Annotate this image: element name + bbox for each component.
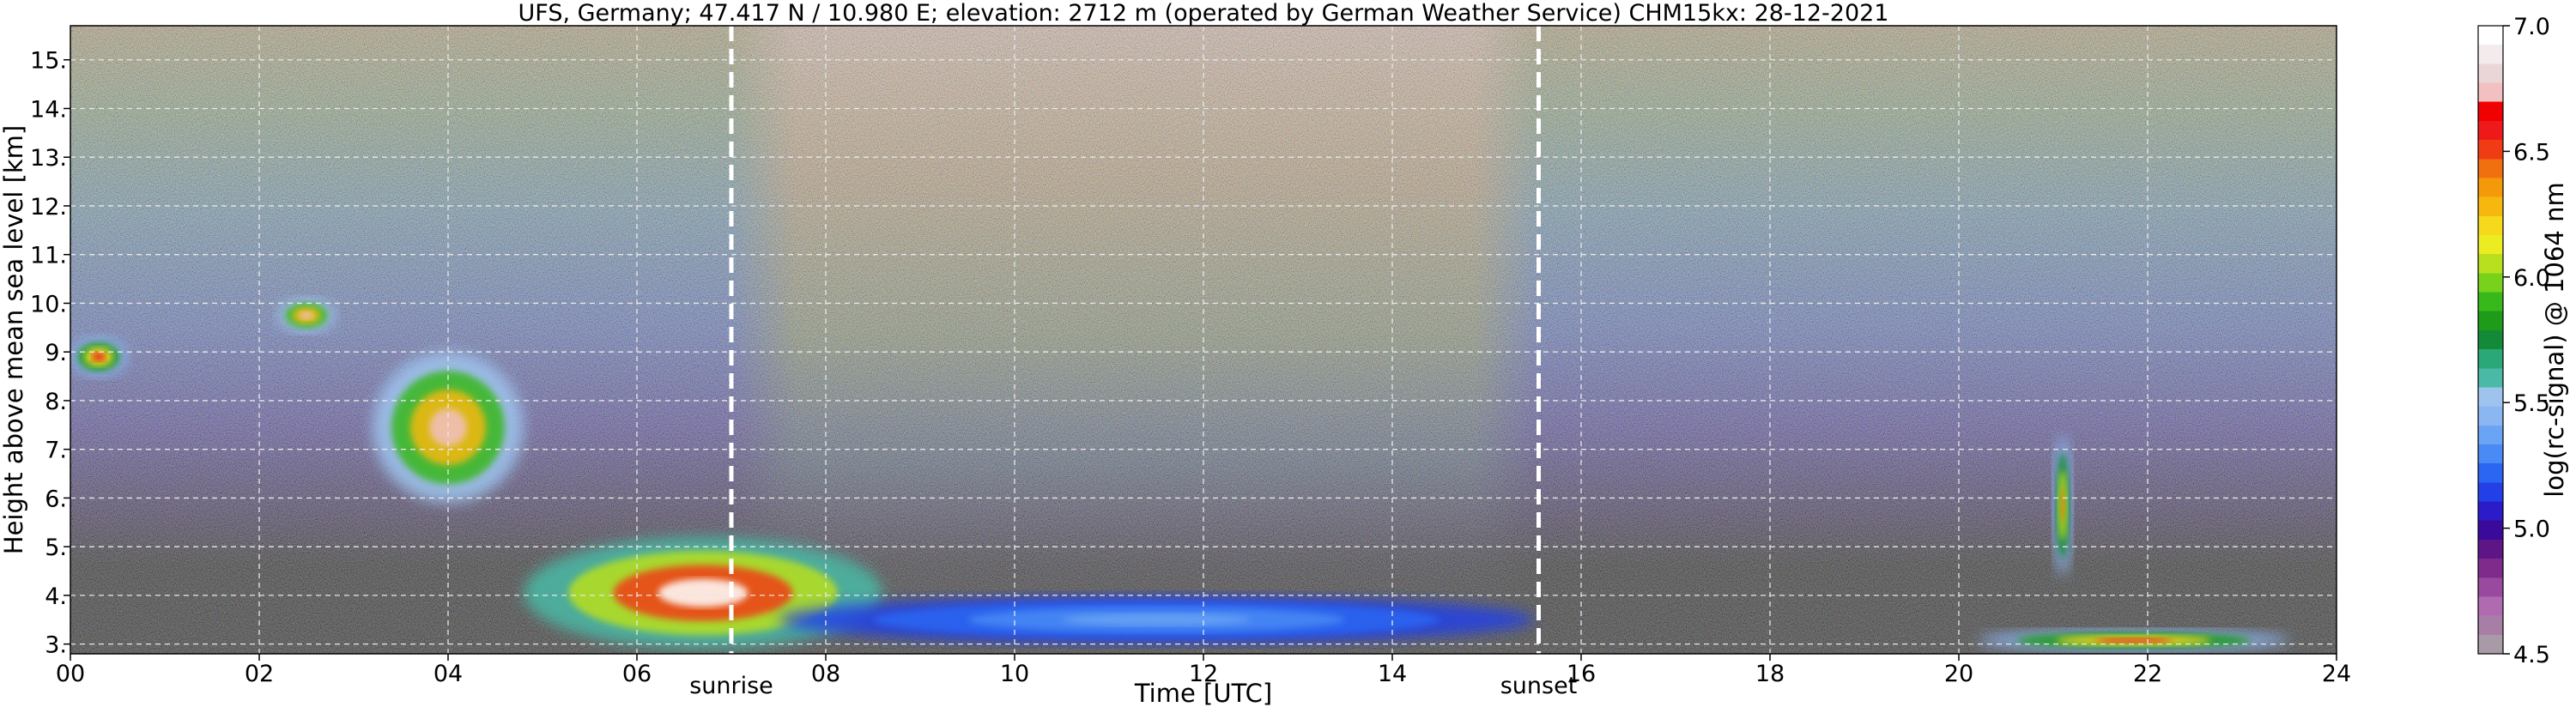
x-tick-label: 00	[56, 661, 85, 687]
feature-cirrus-cloud	[373, 352, 524, 504]
chart-title: UFS, Germany; 47.417 N / 10.980 E; eleva…	[518, 0, 1889, 27]
x-tick-label: 04	[433, 661, 463, 687]
colorbar-ticks: 4.5 5.0 5.5 6.0 6.5 7.0	[2503, 14, 2550, 668]
x-axis-label: Time [UTC]	[1134, 679, 1272, 707]
feature-cirrus-cloud	[70, 337, 127, 377]
marker-label-sunset: sunset	[1500, 673, 1578, 699]
x-axis-ticks: 00 02 04 06 08 10 12 14 16 18 20 22 24	[56, 654, 2351, 687]
backscatter-features	[70, 298, 2289, 652]
y-tick-label: 9.	[45, 340, 67, 366]
x-tick-label: 02	[245, 661, 274, 687]
marker-label-sunrise: sunrise	[689, 673, 773, 699]
colorbar-tick-label: 6.0	[2513, 265, 2550, 292]
colorbar-label: log(rc-signal) @ 1064 nm	[2540, 182, 2569, 497]
y-tick-label: 14.	[30, 96, 67, 123]
y-tick-label: 13.	[30, 145, 67, 172]
feature-contour	[2060, 487, 2065, 523]
colorbar-tick-label: 5.5	[2513, 390, 2550, 417]
y-tick-label: 10.	[30, 291, 67, 317]
feature-low-cloud-layer	[524, 536, 882, 650]
colorbar-tick-label: 6.5	[2513, 139, 2550, 166]
x-tick-label: 16	[1567, 661, 1596, 687]
x-tick-label: 12	[1189, 661, 1218, 687]
y-tick-label: 4.	[45, 583, 67, 610]
feature-thin-cloud	[2053, 434, 2072, 577]
y-tick-label: 6.	[45, 486, 67, 512]
feature-contour	[429, 408, 467, 447]
y-tick-label: 12.	[30, 194, 67, 221]
x-tick-label: 08	[811, 661, 840, 687]
colorbar-tick-label: 4.5	[2513, 642, 2550, 668]
y-tick-label: 8.	[45, 389, 67, 415]
feature-contour	[299, 311, 314, 320]
colorbar-scale	[2477, 25, 2504, 655]
feature-near-surface-aerosol	[1978, 629, 2289, 652]
feature-contour	[658, 578, 749, 607]
feature-contour	[91, 352, 106, 362]
feature-contour	[1062, 613, 1251, 626]
y-tick-label: 11.	[30, 243, 67, 269]
y-axis-ticks: 3. 4. 5. 6. 7. 8. 9. 10. 11. 12. 13. 14. 15.	[30, 48, 70, 659]
x-tick-label: 18	[1755, 661, 1785, 687]
grid-lines	[70, 26, 2337, 654]
x-tick-label: 06	[622, 661, 652, 687]
x-tick-label: 20	[1944, 661, 1973, 687]
y-tick-label: 15.	[30, 48, 67, 75]
sun-markers: sunrise sunset	[689, 26, 1577, 699]
x-tick-label: 10	[1000, 661, 1029, 687]
y-tick-label: 5.	[45, 535, 67, 561]
y-axis-label: Height above mean sea level [km]	[0, 125, 28, 554]
y-tick-label: 3.	[45, 632, 67, 659]
colorbar-tick-label: 5.0	[2513, 517, 2550, 543]
y-tick-label: 7.	[45, 438, 67, 464]
feature-cirrus-cloud	[278, 298, 335, 333]
x-tick-label: 22	[2133, 661, 2162, 687]
x-tick-label: 24	[2322, 661, 2351, 687]
feature-boundary-layer-aerosol	[779, 595, 1534, 644]
feature-contour	[2094, 638, 2173, 644]
x-tick-label: 14	[1378, 661, 1407, 687]
colorbar: 4.5 5.0 5.5 6.0 6.5 7.0 log(rc-signal) @ 1064…	[2477, 14, 2569, 668]
colorbar-tick-label: 7.0	[2513, 14, 2550, 40]
